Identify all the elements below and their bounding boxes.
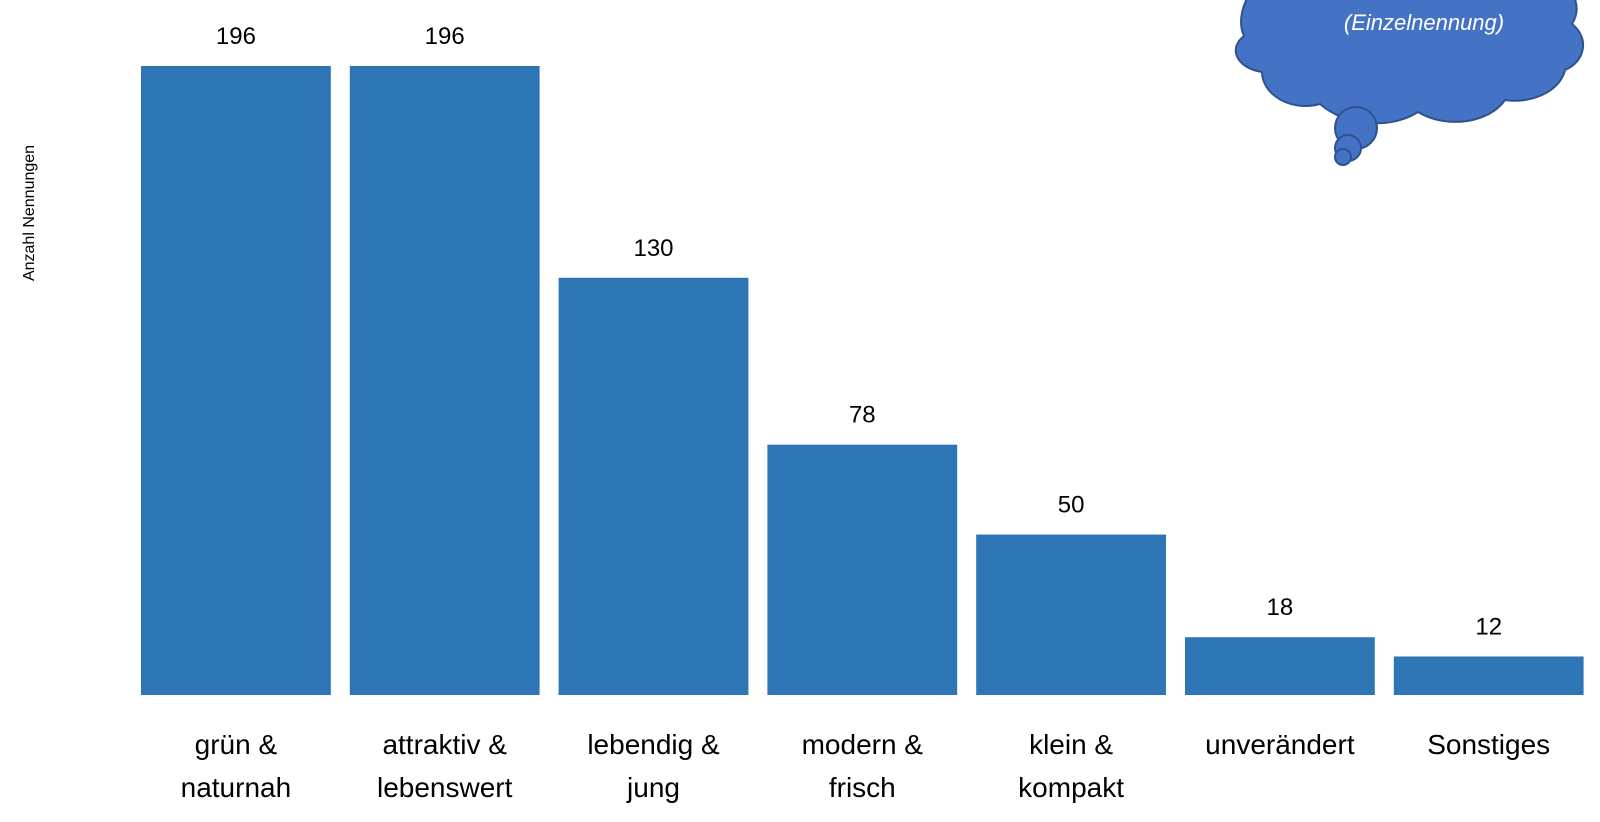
thought-bubble-dot-small <box>1334 148 1352 166</box>
category-labels: grün & naturnah attraktiv & lebenswert leben… <box>181 729 1551 803</box>
category-label-line: kompakt <box>1018 772 1124 803</box>
category-label-line: Sonstiges <box>1427 729 1550 760</box>
bar-6 <box>1393 656 1584 695</box>
category-label-line: unverändert <box>1205 729 1355 760</box>
category-label-2: lebendig & jung <box>587 729 720 803</box>
category-label-3: modern & frisch <box>802 729 924 803</box>
bar-0 <box>141 66 331 695</box>
category-label-5: unverändert <box>1205 729 1355 760</box>
category-label-line: lebenswert <box>377 772 513 803</box>
category-label-0: grün & naturnah <box>181 729 292 803</box>
category-label-line: attraktiv & <box>382 729 507 760</box>
category-label-6: Sonstiges <box>1427 729 1550 760</box>
category-label-line: lebendig & <box>587 729 720 760</box>
category-label-line: klein & <box>1029 729 1113 760</box>
bar-4 <box>976 534 1166 695</box>
value-label-2: 130 <box>633 235 673 262</box>
bars <box>141 66 1584 695</box>
y-axis-title: Anzahl Nennungen <box>21 145 38 281</box>
bar-1 <box>349 66 540 695</box>
category-label-line: modern & <box>802 729 924 760</box>
category-label-4: klein & kompakt <box>1018 729 1124 803</box>
value-label-5: 18 <box>1267 594 1294 621</box>
value-label-1: 196 <box>425 23 465 50</box>
category-label-line: naturnah <box>181 772 292 803</box>
bar-3 <box>767 444 958 695</box>
bar-5 <box>1185 637 1375 695</box>
category-label-1: attraktiv & lebenswert <box>377 729 513 803</box>
bar-2 <box>558 277 749 695</box>
annotation-text: (Einzelnennung) <box>1344 10 1504 35</box>
thought-bubble-cloud <box>1234 0 1585 125</box>
value-label-3: 78 <box>849 402 876 429</box>
value-label-4: 50 <box>1058 492 1085 519</box>
category-label-line: frisch <box>829 772 896 803</box>
value-label-0: 196 <box>216 23 256 50</box>
value-label-6: 12 <box>1475 613 1502 640</box>
category-label-line: grün & <box>195 729 278 760</box>
category-label-line: jung <box>626 772 680 803</box>
thought-bubble: (Einzelnennung) <box>1234 0 1585 166</box>
value-labels: 196 196 130 78 50 18 12 <box>216 23 1502 640</box>
